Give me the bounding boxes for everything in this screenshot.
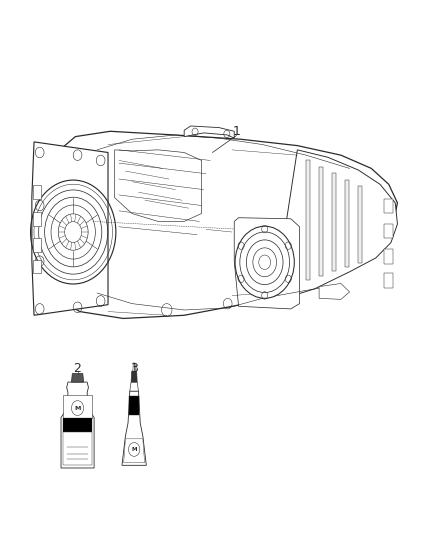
Polygon shape (63, 432, 92, 465)
Polygon shape (32, 142, 108, 316)
Polygon shape (184, 126, 234, 138)
Bar (385, 249, 393, 264)
Bar (33, 212, 41, 225)
Bar (358, 186, 362, 263)
Polygon shape (45, 131, 397, 318)
Polygon shape (129, 397, 139, 415)
Polygon shape (71, 374, 84, 382)
Bar (33, 185, 41, 199)
Polygon shape (61, 382, 94, 468)
Bar (385, 223, 393, 238)
Text: 3: 3 (130, 362, 138, 375)
Polygon shape (130, 382, 138, 391)
Bar (306, 160, 310, 280)
Polygon shape (133, 363, 135, 372)
Bar (385, 199, 393, 214)
Polygon shape (234, 217, 300, 309)
Bar (319, 167, 322, 276)
Polygon shape (319, 284, 350, 300)
Bar (33, 238, 41, 252)
Polygon shape (250, 150, 397, 298)
Text: M: M (74, 406, 81, 410)
Polygon shape (124, 439, 145, 463)
Text: M: M (131, 447, 137, 452)
Bar (385, 273, 393, 288)
Polygon shape (122, 391, 146, 465)
Text: 2: 2 (74, 362, 81, 375)
Polygon shape (63, 418, 92, 432)
Text: 1: 1 (233, 125, 240, 138)
Polygon shape (63, 395, 92, 418)
Bar (345, 180, 349, 267)
Circle shape (235, 226, 294, 298)
Bar (33, 260, 41, 273)
Polygon shape (131, 372, 137, 382)
Bar (332, 173, 336, 271)
